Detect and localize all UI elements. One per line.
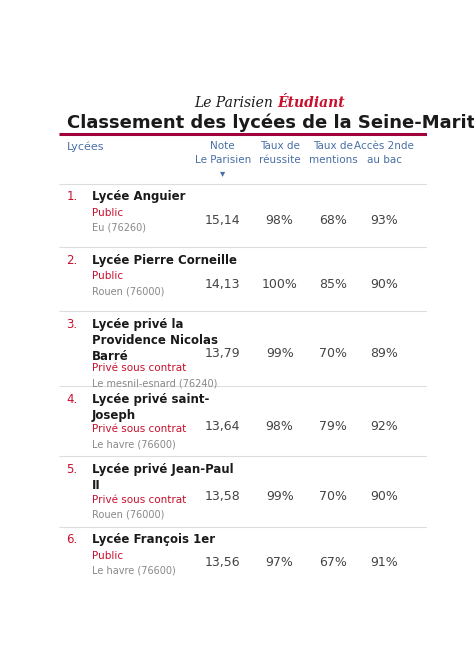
Text: Le Parisien: Le Parisien (195, 96, 278, 110)
Text: 70%: 70% (319, 347, 347, 360)
Text: 91%: 91% (371, 557, 398, 569)
Text: Lycées: Lycées (66, 141, 104, 152)
Text: Taux de
mentions: Taux de mentions (309, 141, 357, 165)
Text: 13,64: 13,64 (205, 420, 240, 433)
Text: Lycée privé saint-
Joseph: Lycée privé saint- Joseph (91, 393, 209, 422)
Text: 98%: 98% (266, 420, 293, 433)
Text: Public: Public (91, 271, 123, 281)
Text: 92%: 92% (371, 420, 398, 433)
Text: 4.: 4. (66, 393, 78, 406)
Text: Lycée Anguier: Lycée Anguier (91, 190, 185, 204)
Text: 93%: 93% (371, 214, 398, 227)
Text: 100%: 100% (262, 278, 298, 291)
Text: Note
Le Parisien
▾: Note Le Parisien ▾ (195, 141, 251, 178)
Text: Lycée Pierre Corneille: Lycée Pierre Corneille (91, 254, 237, 267)
Text: 97%: 97% (266, 557, 293, 569)
Text: Public: Public (91, 551, 123, 561)
Text: 79%: 79% (319, 420, 347, 433)
Text: 99%: 99% (266, 490, 293, 503)
Text: 68%: 68% (319, 214, 347, 227)
Text: Privé sous contrat: Privé sous contrat (91, 494, 186, 504)
Text: 13,56: 13,56 (205, 557, 240, 569)
Text: 90%: 90% (370, 278, 398, 291)
Text: Privé sous contrat: Privé sous contrat (91, 424, 186, 434)
Text: 70%: 70% (319, 490, 347, 503)
Text: 67%: 67% (319, 557, 347, 569)
Text: Le havre (76600): Le havre (76600) (91, 566, 175, 576)
Text: Lycée privé Jean-Paul
II: Lycée privé Jean-Paul II (91, 463, 233, 492)
Text: 99%: 99% (266, 347, 293, 360)
Text: 13,58: 13,58 (205, 490, 241, 503)
Text: Rouen (76000): Rouen (76000) (91, 286, 164, 297)
Text: Lycée François 1er: Lycée François 1er (91, 533, 215, 547)
Text: 13,79: 13,79 (205, 347, 240, 360)
Text: Lycée privé la
Providence Nicolas
Barré: Lycée privé la Providence Nicolas Barré (91, 317, 218, 362)
Text: Étudiant: Étudiant (278, 96, 346, 110)
Text: Eu (76260): Eu (76260) (91, 223, 146, 233)
Text: Le mesnil-esnard (76240): Le mesnil-esnard (76240) (91, 379, 217, 389)
Text: Taux de
réussite: Taux de réussite (259, 141, 301, 165)
Text: Le havre (76600): Le havre (76600) (91, 440, 175, 449)
Text: Privé sous contrat: Privé sous contrat (91, 364, 186, 373)
Text: 89%: 89% (370, 347, 398, 360)
Text: 3.: 3. (66, 317, 78, 330)
Text: 85%: 85% (319, 278, 347, 291)
Text: 5.: 5. (66, 463, 78, 476)
Text: 14,13: 14,13 (205, 278, 240, 291)
Text: 15,14: 15,14 (205, 214, 240, 227)
Text: Rouen (76000): Rouen (76000) (91, 510, 164, 520)
Text: 6.: 6. (66, 533, 78, 547)
Text: 2.: 2. (66, 254, 78, 267)
Text: 98%: 98% (266, 214, 293, 227)
Text: Accès 2nde
au bac: Accès 2nde au bac (355, 141, 414, 165)
Text: 1.: 1. (66, 190, 78, 204)
Text: Public: Public (91, 208, 123, 217)
Text: 90%: 90% (370, 490, 398, 503)
Text: Classement des lycées de la Seine-Maritime: Classement des lycées de la Seine-Mariti… (66, 114, 474, 132)
